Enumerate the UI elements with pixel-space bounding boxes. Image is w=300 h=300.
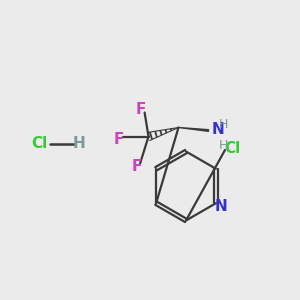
Text: H: H bbox=[73, 136, 86, 152]
Text: Cl: Cl bbox=[224, 141, 241, 156]
Text: F: F bbox=[131, 159, 142, 174]
Polygon shape bbox=[178, 128, 208, 131]
Text: Cl: Cl bbox=[31, 136, 47, 152]
Text: N: N bbox=[212, 122, 224, 136]
Text: H: H bbox=[219, 139, 228, 152]
Text: F: F bbox=[113, 132, 124, 147]
Text: N: N bbox=[215, 200, 228, 214]
Text: H: H bbox=[219, 118, 228, 131]
Text: F: F bbox=[136, 102, 146, 117]
